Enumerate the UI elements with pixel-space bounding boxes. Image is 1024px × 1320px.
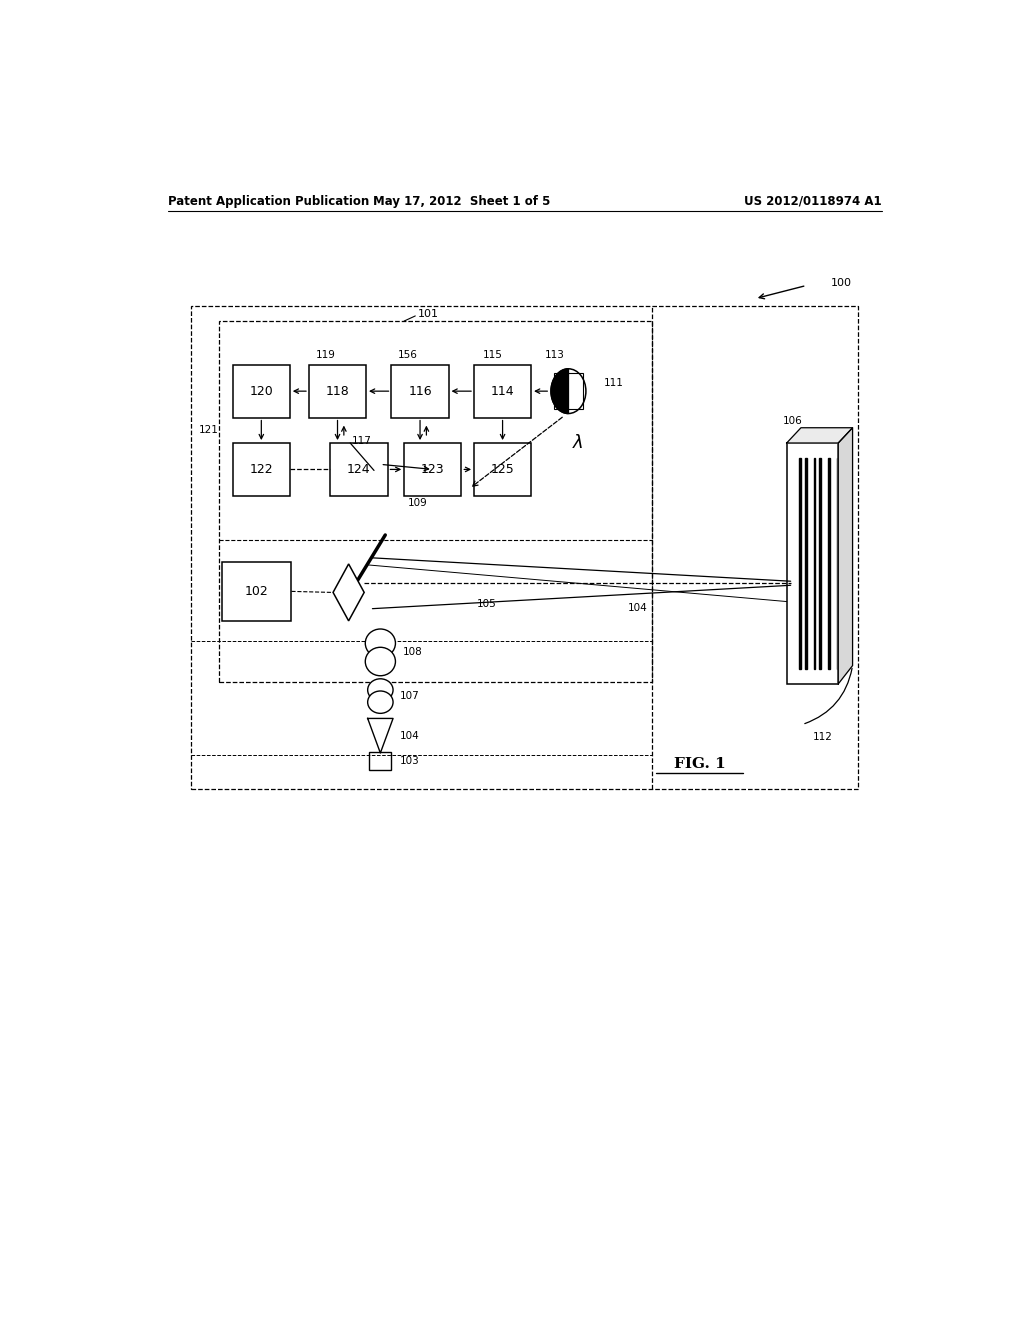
Text: 118: 118 (326, 384, 349, 397)
Text: 106: 106 (782, 416, 803, 425)
Text: 120: 120 (250, 384, 273, 397)
Bar (309, 364, 367, 417)
Bar (474, 364, 531, 417)
Bar (221, 562, 292, 620)
Text: 123: 123 (421, 463, 444, 477)
Bar (391, 364, 449, 417)
Text: FIG. 1: FIG. 1 (674, 758, 725, 771)
Text: 101: 101 (418, 309, 438, 319)
Polygon shape (333, 564, 365, 620)
Bar (219, 321, 652, 682)
Text: 122: 122 (250, 463, 273, 477)
Text: May 17, 2012  Sheet 1 of 5: May 17, 2012 Sheet 1 of 5 (373, 194, 550, 207)
Polygon shape (839, 428, 853, 684)
Bar (370, 752, 391, 771)
Polygon shape (551, 368, 568, 413)
Text: 100: 100 (830, 279, 851, 288)
Bar (554, 372, 583, 409)
Text: 104: 104 (628, 603, 648, 612)
Text: 113: 113 (545, 350, 564, 359)
Text: 111: 111 (603, 378, 624, 388)
Text: US 2012/0118974 A1: US 2012/0118974 A1 (744, 194, 882, 207)
Polygon shape (814, 458, 815, 669)
Ellipse shape (368, 690, 393, 713)
Polygon shape (828, 458, 829, 669)
Text: 119: 119 (316, 350, 336, 359)
Text: 105: 105 (477, 598, 497, 609)
Text: 121: 121 (199, 425, 218, 436)
Bar (404, 444, 461, 496)
Bar (331, 444, 387, 496)
Polygon shape (805, 458, 807, 669)
Text: 112: 112 (812, 731, 833, 742)
Text: Patent Application Publication: Patent Application Publication (168, 194, 369, 207)
Text: 103: 103 (400, 756, 420, 766)
Text: $\lambda$: $\lambda$ (572, 434, 584, 451)
Bar (191, 306, 858, 788)
Text: 102: 102 (245, 585, 268, 598)
Polygon shape (800, 458, 801, 669)
Ellipse shape (366, 630, 395, 657)
Polygon shape (837, 458, 839, 669)
Text: 117: 117 (352, 436, 372, 446)
Bar (786, 444, 839, 684)
Polygon shape (842, 458, 844, 669)
Text: 110: 110 (339, 587, 358, 598)
Text: 125: 125 (490, 463, 514, 477)
Bar (232, 444, 290, 496)
Text: 107: 107 (400, 692, 420, 701)
Text: 104: 104 (400, 731, 420, 741)
Bar (232, 364, 290, 417)
Text: 114: 114 (490, 384, 514, 397)
Text: 109: 109 (409, 498, 428, 508)
Text: 115: 115 (482, 350, 503, 359)
Polygon shape (786, 428, 853, 444)
Polygon shape (819, 458, 821, 669)
Text: 108: 108 (402, 647, 422, 657)
Bar (474, 444, 531, 496)
Ellipse shape (368, 678, 393, 701)
Text: 156: 156 (397, 350, 418, 359)
Text: 116: 116 (409, 384, 432, 397)
Text: 124: 124 (347, 463, 371, 477)
Ellipse shape (366, 647, 395, 676)
